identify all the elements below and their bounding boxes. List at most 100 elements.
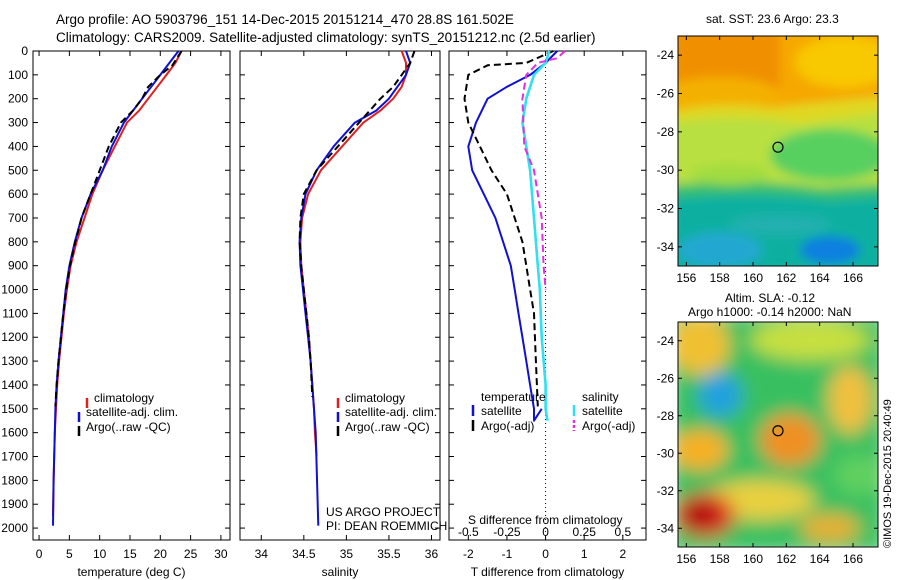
- sst-map-frame: [677, 35, 879, 267]
- depth-tick-label: 700: [8, 211, 28, 225]
- depth-tick-label: 1600: [1, 426, 28, 440]
- temperature-panel: 0 5 10 15 20 25 30 temperature (deg C): [32, 50, 231, 579]
- lon-tick-label: 160: [743, 552, 763, 566]
- series-line-argo-raw-qc-: [298, 50, 416, 397]
- depth-tick-label: 200: [8, 92, 28, 106]
- depth-tick-label: 900: [8, 259, 28, 273]
- sla-map-frame: [677, 321, 879, 548]
- lon-tick-label: 164: [810, 552, 830, 566]
- salinity-legend: climatology satellite-adj. clim. Argo(..…: [336, 391, 437, 436]
- lat-tick-label: -34: [657, 240, 675, 254]
- series-line-argo-adj-: [521, 50, 566, 290]
- x-tick-label: -2: [463, 547, 474, 561]
- x-tick-label: 1: [581, 547, 588, 561]
- legend-label-argo: Argo(..raw -QC): [345, 420, 430, 434]
- s-diff-tick-label: -0.5: [458, 525, 479, 539]
- sla-map-title-2: Argo h1000: -0.14 h2000: NaN: [688, 305, 851, 319]
- lat-tick-label: -28: [657, 409, 675, 423]
- depth-tick-label: 1800: [1, 473, 28, 487]
- depth-tick-label: 1000: [1, 283, 28, 297]
- s-difference-axis-label: S difference from climatology: [468, 513, 623, 527]
- x-tick-label: 10: [93, 547, 107, 561]
- s-diff-tick-label: 0.25: [573, 525, 597, 539]
- x-tick-label: 0: [542, 547, 549, 561]
- legend-label-t-argo: Argo(-adj): [481, 419, 534, 433]
- legend-label-satellite: satellite-adj. clim.: [86, 405, 178, 419]
- lat-tick-label: -24: [657, 48, 675, 62]
- depth-tick-label: 600: [8, 187, 28, 201]
- sst-map: [678, 36, 878, 266]
- salinity-panel-annotation: US ARGO PROJECT PI: DEAN ROEMMICH: [326, 505, 447, 533]
- legend-label-satellite: satellite-adj. clim.: [345, 405, 437, 419]
- depth-tick-label: 0: [21, 44, 28, 58]
- lat-tick-label: -30: [657, 163, 675, 177]
- legend-label-climatology: climatology: [345, 391, 405, 405]
- legend-label-argo: Argo(..raw -QC): [86, 420, 171, 434]
- lon-tick-label: 162: [776, 271, 796, 285]
- sst-map-axes: 156 158 160 162 164 166 -24 -26 -28 -30 -32 -34: [657, 36, 878, 285]
- sst-map-title: sat. SST: 23.6 Argo: 23.3: [706, 12, 839, 26]
- x-axis-label: salinity: [322, 565, 359, 579]
- header-line-2: Climatology: CARS2009. Satellite-adjuste…: [56, 30, 596, 45]
- x-tick-label: 35.5: [377, 547, 401, 561]
- depth-tick-label: 1700: [1, 450, 28, 464]
- lon-tick-label: 162: [776, 552, 796, 566]
- plot-frame: [448, 50, 647, 541]
- legend-title-temperature: temperature: [481, 390, 546, 404]
- sla-map: [678, 322, 878, 547]
- depth-tick-label: 100: [8, 68, 28, 82]
- series-line-satellite: [521, 50, 551, 421]
- depth-tick-label: 1200: [1, 330, 28, 344]
- legend-label-s-satellite: satellite: [582, 404, 623, 418]
- x-axis-label: T difference from climatology: [471, 565, 625, 579]
- depth-tick-label: 300: [8, 116, 28, 130]
- lat-tick-label: -24: [657, 334, 675, 348]
- sla-map-title-1: Altim. SLA: -0.12: [725, 291, 815, 305]
- series-line-argo-adj-: [463, 50, 554, 407]
- series-line-satellite: [467, 50, 558, 422]
- x-tick-label: 36: [425, 547, 439, 561]
- depth-tick-label: 1300: [1, 354, 28, 368]
- lat-tick-label: -30: [657, 446, 675, 460]
- lon-tick-label: 156: [676, 552, 696, 566]
- x-tick-label: 0: [36, 547, 43, 561]
- lat-tick-label: -34: [657, 521, 675, 535]
- lon-tick-label: 166: [843, 271, 863, 285]
- x-tick-label: 35: [340, 547, 354, 561]
- lon-tick-label: 166: [843, 552, 863, 566]
- annotation-pi: PI: DEAN ROEMMICH: [326, 519, 447, 533]
- x-tick-label: 34.5: [292, 547, 316, 561]
- copyright-label: ©IMOS 19-Dec-2015 20:40:49: [882, 399, 894, 548]
- x-tick-label: 30: [214, 547, 228, 561]
- header-line-1: Argo profile: AO 5903796_151 14-Dec-2015…: [56, 12, 514, 27]
- lon-tick-label: 158: [710, 552, 730, 566]
- depth-tick-label: 2000: [1, 521, 28, 535]
- x-tick-label: -1: [502, 547, 513, 561]
- x-tick-label: 15: [123, 547, 137, 561]
- x-tick-label: 25: [184, 547, 198, 561]
- temperature-legend: climatology satellite-adj. clim. Argo(..…: [77, 391, 178, 436]
- argo-location-marker: [772, 425, 784, 437]
- depth-tick-label: 1400: [1, 378, 28, 392]
- lat-tick-label: -32: [657, 484, 675, 498]
- s-diff-tick-label: -0.25: [493, 525, 521, 539]
- series-line-satellite-adj-clim-: [298, 50, 412, 526]
- salinity-panel: 34 34.5 35 35.5 36 salinity: [239, 50, 441, 579]
- x-tick-label: 2: [619, 547, 626, 561]
- lon-tick-label: 160: [743, 271, 763, 285]
- x-tick-label: 5: [66, 547, 73, 561]
- legend-title-salinity: salinity: [582, 390, 619, 404]
- depth-tick-label: 500: [8, 163, 28, 177]
- lat-tick-label: -28: [657, 125, 675, 139]
- legend-label-climatology: climatology: [94, 391, 154, 405]
- x-tick-label: 34: [255, 547, 269, 561]
- depth-tick-label: 400: [8, 139, 28, 153]
- x-tick-label: 20: [154, 547, 168, 561]
- depth-tick-label: 1100: [2, 306, 28, 320]
- lat-tick-label: -26: [657, 87, 675, 101]
- annotation-project: US ARGO PROJECT: [326, 505, 441, 519]
- legend-label-s-argo: Argo(-adj): [582, 419, 635, 433]
- series-line-satellite-adj-clim-: [52, 50, 180, 526]
